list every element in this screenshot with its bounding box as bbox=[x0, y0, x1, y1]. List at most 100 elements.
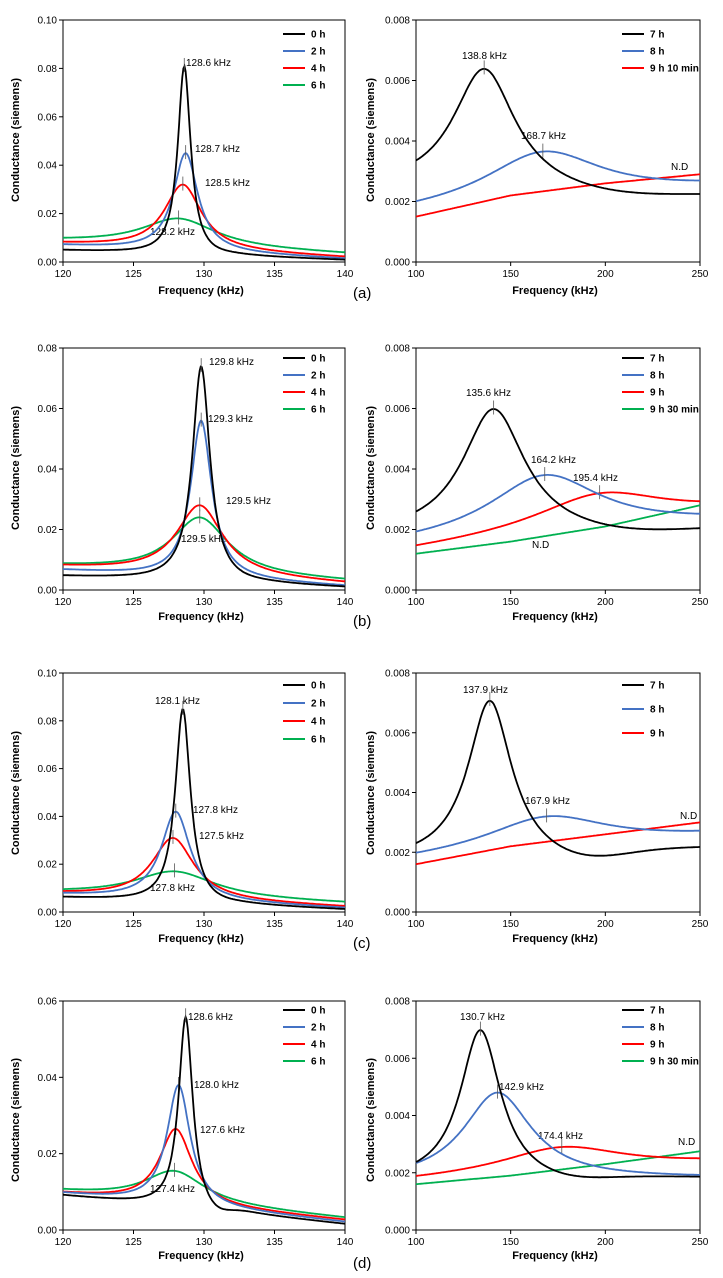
x-tick-label: 120 bbox=[55, 1237, 72, 1248]
series-line-0-h bbox=[63, 63, 345, 261]
x-tick-label: 135 bbox=[266, 597, 283, 608]
chart-b-right: Conductance (siemens) Frequency (kHz) 13… bbox=[365, 344, 709, 624]
y-tick-label: 0.006 bbox=[385, 404, 410, 415]
y-tick-label: 0.002 bbox=[385, 1168, 410, 1179]
legend-label: 8 h bbox=[650, 1023, 664, 1034]
legend-label: 0 h bbox=[311, 354, 325, 365]
x-tick-label: 200 bbox=[597, 919, 614, 930]
y-tick-label: 0.02 bbox=[38, 860, 58, 871]
y-tick-label: 0.02 bbox=[38, 209, 58, 220]
legend-label: 9 h 30 min bbox=[650, 405, 699, 416]
x-tick-label: 250 bbox=[692, 269, 709, 280]
peak-annotation-4: 128.2 kHz bbox=[150, 227, 195, 238]
peak-annotation-1: 130.7 kHz bbox=[460, 1012, 505, 1023]
y-axis-label: Conductance (siemens) bbox=[10, 406, 22, 530]
x-axis-label: Frequency (kHz) bbox=[158, 611, 244, 623]
y-axis-label: Conductance (siemens) bbox=[10, 78, 22, 202]
nd-annotation: N.D bbox=[671, 162, 688, 173]
peak-annotation-2: 127.8 kHz bbox=[193, 805, 238, 816]
y-tick-label: 0.10 bbox=[38, 16, 58, 27]
x-axis-label: Frequency (kHz) bbox=[512, 285, 598, 297]
x-tick-label: 150 bbox=[502, 1237, 519, 1248]
x-tick-label: 250 bbox=[692, 597, 709, 608]
series-line-6-h bbox=[63, 217, 346, 254]
x-axis-label: Frequency (kHz) bbox=[512, 1250, 598, 1262]
x-tick-label: 150 bbox=[502, 919, 519, 930]
series-line-8-h bbox=[415, 1091, 700, 1176]
x-tick-label: 130 bbox=[196, 597, 213, 608]
x-tick-label: 135 bbox=[266, 919, 283, 930]
y-tick-label: 0.04 bbox=[38, 812, 58, 823]
x-axis-label: Frequency (kHz) bbox=[158, 933, 244, 945]
panel-label-a: (a) bbox=[353, 285, 371, 302]
legend-label: 2 h bbox=[311, 1023, 325, 1034]
series-line-4-h bbox=[63, 183, 346, 258]
x-tick-label: 120 bbox=[55, 919, 72, 930]
peak-annotation-4: 127.4 kHz bbox=[150, 1184, 195, 1195]
y-tick-label: 0.004 bbox=[385, 1111, 410, 1122]
chart-c-right: Conductance (siemens) Frequency (kHz) 13… bbox=[365, 669, 709, 946]
y-tick-label: 0.06 bbox=[38, 112, 58, 123]
legend-label: 4 h bbox=[311, 388, 325, 399]
x-tick-label: 125 bbox=[125, 269, 142, 280]
legend-label: 7 h bbox=[650, 681, 664, 692]
series-line-7-h bbox=[415, 68, 700, 195]
y-tick-label: 0.004 bbox=[385, 465, 410, 476]
x-tick-label: 130 bbox=[196, 919, 213, 930]
x-tick-label: 200 bbox=[597, 269, 614, 280]
series-line-6-h bbox=[63, 870, 345, 903]
x-tick-label: 125 bbox=[125, 919, 142, 930]
x-tick-label: 150 bbox=[502, 269, 519, 280]
x-axis-label: Frequency (kHz) bbox=[512, 933, 598, 945]
series-line-9-h-30-min bbox=[415, 1150, 701, 1186]
series-line-7-h bbox=[415, 1029, 700, 1179]
x-tick-label: 100 bbox=[408, 597, 425, 608]
y-axis-label: Conductance (siemens) bbox=[10, 1058, 22, 1182]
series-line-2-h bbox=[63, 810, 346, 909]
y-tick-label: 0.008 bbox=[385, 16, 410, 27]
peak-annotation-3: 127.5 kHz bbox=[199, 831, 244, 842]
legend-label: 6 h bbox=[311, 81, 325, 92]
peak-annotation-2: 168.7 kHz bbox=[521, 131, 566, 142]
series-line-6-h bbox=[63, 1169, 346, 1219]
x-tick-label: 150 bbox=[502, 597, 519, 608]
chart-d-left: Conductance (siemens) Frequency (kHz) 12… bbox=[10, 997, 354, 1263]
y-axis-label: Conductance (siemens) bbox=[365, 1058, 377, 1182]
y-axis-label: Conductance (siemens) bbox=[365, 406, 377, 530]
x-tick-label: 100 bbox=[408, 919, 425, 930]
panel-label-d: (d) bbox=[353, 1255, 371, 1272]
x-tick-label: 140 bbox=[337, 269, 354, 280]
y-tick-label: 0.06 bbox=[38, 997, 58, 1008]
x-axis-label: Frequency (kHz) bbox=[158, 1250, 244, 1262]
y-tick-label: 0.04 bbox=[38, 465, 58, 476]
legend-label: 6 h bbox=[311, 735, 325, 746]
chart-d-right: Conductance (siemens) Frequency (kHz) 13… bbox=[365, 997, 709, 1263]
series-line-7-h bbox=[415, 408, 700, 531]
y-tick-label: 0.004 bbox=[385, 788, 410, 799]
x-tick-label: 120 bbox=[55, 597, 72, 608]
x-tick-label: 140 bbox=[337, 597, 354, 608]
x-axis-label: Frequency (kHz) bbox=[158, 285, 244, 297]
legend-label: 2 h bbox=[311, 371, 325, 382]
peak-annotation-3: 128.5 kHz bbox=[205, 178, 250, 189]
series-line-0-h bbox=[62, 708, 346, 910]
y-axis-label: Conductance (siemens) bbox=[365, 731, 377, 855]
y-tick-label: 0.00 bbox=[38, 258, 58, 269]
x-tick-label: 200 bbox=[597, 1237, 614, 1248]
y-tick-label: 0.02 bbox=[38, 1149, 58, 1160]
legend-label: 9 h bbox=[650, 729, 664, 740]
series-line-8-h bbox=[415, 815, 700, 854]
legend-label: 9 h bbox=[650, 388, 664, 399]
peak-annotation-3: 174.4 kHz bbox=[538, 1131, 583, 1142]
peak-annotation-2: 167.9 kHz bbox=[525, 796, 570, 807]
legend-label: 0 h bbox=[311, 30, 325, 41]
y-tick-label: 0.000 bbox=[385, 1226, 410, 1237]
y-tick-label: 0.06 bbox=[38, 404, 58, 415]
series-line-2-h bbox=[62, 152, 346, 260]
x-tick-label: 125 bbox=[125, 1237, 142, 1248]
series-line-4-h bbox=[63, 504, 346, 583]
legend-label: 9 h 10 min bbox=[650, 64, 699, 75]
y-tick-label: 0.006 bbox=[385, 1054, 410, 1065]
legend-label: 4 h bbox=[311, 717, 325, 728]
x-tick-label: 135 bbox=[266, 269, 283, 280]
